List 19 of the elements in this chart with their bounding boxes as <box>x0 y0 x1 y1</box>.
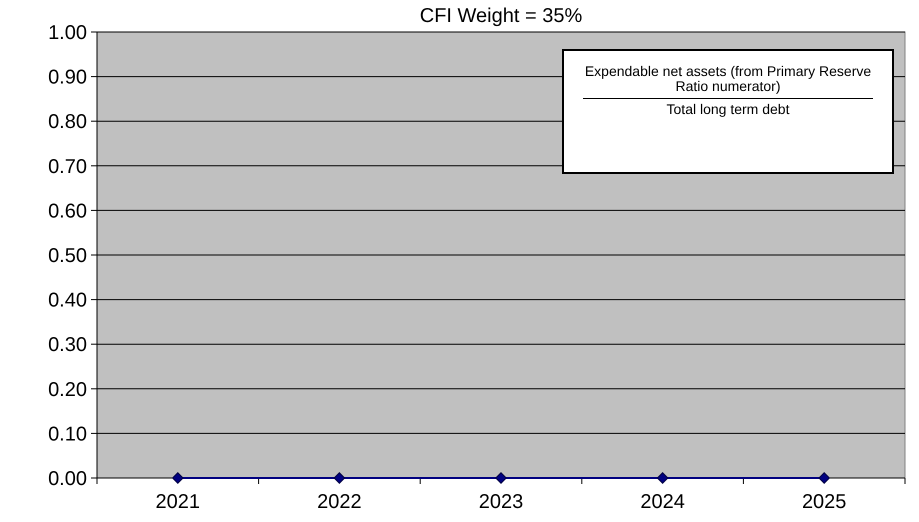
annotation: Total long term debt <box>666 101 790 117</box>
y-tick-label: 0.80 <box>48 111 87 134</box>
y-tick-label: 0.60 <box>48 200 87 222</box>
y-tick-label: 0.30 <box>48 334 87 356</box>
chart-title: CFI Weight = 35% <box>420 5 582 27</box>
y-tick-label: 0.40 <box>48 290 87 312</box>
x-tick-label: 2022 <box>317 491 362 513</box>
y-tick-label: 0.00 <box>48 468 87 490</box>
x-tick-label: 2025 <box>802 491 846 513</box>
y-tick-label: 0.70 <box>48 156 87 178</box>
y-tick-label: 0.50 <box>48 245 87 267</box>
x-tick-label: 2021 <box>156 491 200 513</box>
y-tick-label: 0.90 <box>48 66 87 89</box>
x-tick-label: 2024 <box>640 491 685 513</box>
annotation: Expendable net assets (from Primary Reserve Ratio numerator) <box>584 63 872 94</box>
y-tick-label: 0.10 <box>48 423 87 446</box>
y-tick-label: 1.00 <box>48 22 87 44</box>
y-tick-label: 0.20 <box>48 378 87 401</box>
x-tick-label: 2023 <box>478 491 524 513</box>
